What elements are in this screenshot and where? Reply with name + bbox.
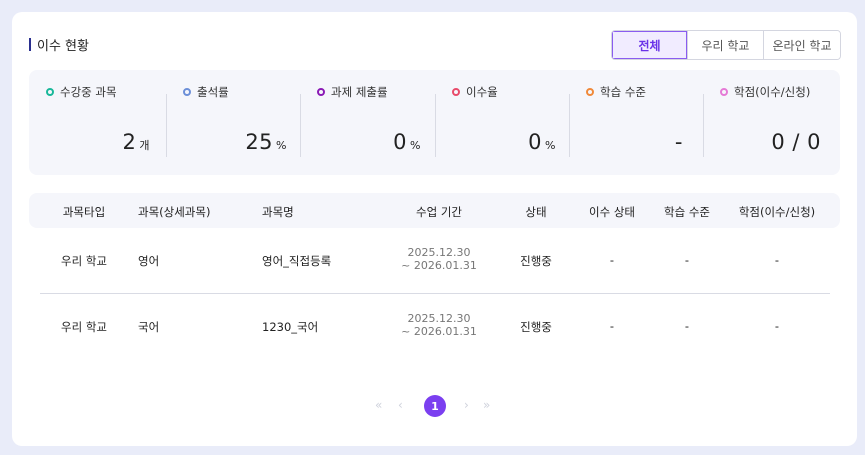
last-page-icon[interactable]: »: [483, 398, 491, 412]
stat-completion-rate: 이수율 0%: [435, 70, 570, 175]
stat-value: -: [674, 130, 683, 154]
column-header: 수업 기간: [416, 205, 462, 219]
cell-level: -: [684, 253, 690, 267]
stat-attendance-rate: 출석률 25%: [166, 70, 301, 175]
stat-divider: [435, 94, 436, 157]
section-title: 이수 현황: [29, 36, 89, 54]
stat-label: 출석률: [197, 85, 229, 99]
cell-course-name[interactable]: 1230_국어: [262, 320, 319, 334]
filter-tabs: 전체 우리 학교 온라인 학교: [611, 30, 841, 60]
cell-period-start: 2025.12.30: [407, 246, 471, 259]
column-header: 과목타입: [62, 205, 106, 219]
stat-value: 0: [528, 130, 543, 154]
cell-credits: -: [774, 253, 780, 267]
column-header: 학습 수준: [664, 205, 710, 219]
stat-value: 25: [245, 130, 274, 154]
status-dot-icon: [452, 88, 460, 96]
stat-unit: %: [410, 139, 421, 152]
tab-our-school[interactable]: 우리 학교: [687, 31, 763, 59]
stat-value: 0: [393, 130, 408, 154]
stat-credits: 학점(이수/신청) 0 / 0: [703, 70, 838, 175]
cell-period-end: ~ 2026.01.31: [401, 259, 477, 272]
page-title: 이수 현황: [37, 38, 89, 54]
cell-completion: -: [609, 319, 615, 333]
stat-value: 0 / 0: [771, 130, 821, 154]
title-accent-bar: [29, 37, 31, 51]
stat-label: 과제 제출률: [331, 85, 388, 99]
stat-divider: [569, 94, 570, 157]
stat-unit: %: [276, 139, 287, 152]
column-header: 과목(상세과목): [138, 205, 211, 219]
page-1-button[interactable]: 1: [424, 395, 446, 417]
cell-period-end: ~ 2026.01.31: [401, 325, 477, 338]
stat-value: 2: [122, 130, 137, 154]
stat-divider: [703, 94, 704, 157]
cell-completion: -: [609, 253, 615, 267]
pagination: « ‹ 1 › »: [12, 395, 857, 417]
stat-label: 수강중 과목: [60, 85, 117, 99]
cell-type: 우리 학교: [61, 254, 107, 268]
stat-divider: [300, 94, 301, 157]
cell-status: 진행중: [520, 320, 552, 334]
tab-online-school[interactable]: 온라인 학교: [763, 31, 840, 59]
column-header: 이수 상태: [589, 205, 635, 219]
status-dot-icon: [46, 88, 54, 96]
cell-level: -: [684, 319, 690, 333]
table-header: 과목타입 과목(상세과목) 과목명 수업 기간 상태 이수 상태 학습 수준 학…: [29, 193, 840, 228]
cell-credits: -: [774, 319, 780, 333]
tab-all[interactable]: 전체: [612, 31, 687, 59]
cell-subject: 영어: [138, 254, 160, 268]
prev-page-icon[interactable]: ‹: [398, 398, 403, 412]
row-divider: [40, 293, 830, 294]
column-header: 학점(이수/신청): [738, 205, 816, 219]
stat-label: 학점(이수/신청): [734, 85, 811, 99]
status-dot-icon: [183, 88, 191, 96]
stat-label: 이수율: [466, 85, 498, 99]
cell-subject: 국어: [138, 320, 160, 334]
column-header: 과목명: [262, 205, 294, 219]
stat-unit: 개: [139, 139, 150, 152]
status-dot-icon: [317, 88, 325, 96]
next-page-icon[interactable]: ›: [464, 398, 469, 412]
stat-label: 학습 수준: [600, 85, 646, 99]
stat-assignment-rate: 과제 제출률 0%: [300, 70, 435, 175]
first-page-icon[interactable]: «: [375, 398, 383, 412]
stat-learning-level: 학습 수준 -: [569, 70, 704, 175]
stat-divider: [166, 94, 167, 157]
status-dot-icon: [720, 88, 728, 96]
cell-type: 우리 학교: [61, 320, 107, 334]
status-dot-icon: [586, 88, 594, 96]
stat-unit: %: [545, 139, 556, 152]
column-header: 상태: [525, 205, 547, 219]
cell-status: 진행중: [520, 254, 552, 268]
cell-course-name[interactable]: 영어_직접등록: [262, 254, 332, 268]
cell-period-start: 2025.12.30: [407, 312, 471, 325]
